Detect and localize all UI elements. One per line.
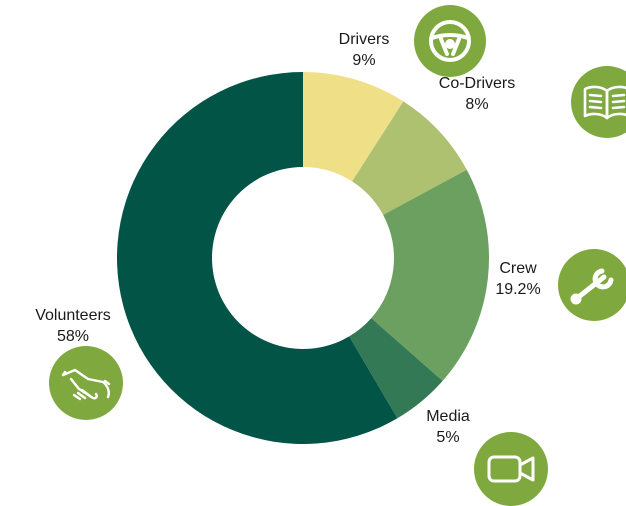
label-drivers-value: 9% <box>352 52 376 69</box>
wrench-icon <box>558 249 626 321</box>
slice-media <box>349 318 443 419</box>
label-media-name: Media <box>426 408 470 425</box>
label-volunteers: Volunteers 58% <box>35 305 111 347</box>
slice-co-drivers <box>352 101 467 215</box>
steering-wheel-icon <box>414 5 486 77</box>
book-icon <box>571 66 626 138</box>
slice-drivers <box>303 72 404 182</box>
donut-slices <box>116 72 489 445</box>
slice-crew <box>371 169 489 381</box>
label-co-drivers-value: 8% <box>465 96 489 113</box>
label-media: Media 5% <box>426 406 470 448</box>
label-drivers-name: Drivers <box>338 31 390 48</box>
label-crew-name: Crew <box>499 260 537 277</box>
label-volunteers-value: 58% <box>56 328 90 345</box>
label-crew: Crew 19.2% <box>495 258 540 300</box>
label-media-value: 5% <box>436 429 460 446</box>
handshake-icon <box>49 346 123 420</box>
label-volunteers-name: Volunteers <box>35 307 111 324</box>
slice-volunteers <box>116 72 398 445</box>
video-camera-icon <box>474 432 548 506</box>
label-crew-value: 19.2% <box>495 281 541 298</box>
label-drivers: Drivers 9% <box>339 29 390 71</box>
label-co-drivers-name: Co-Drivers <box>438 75 516 92</box>
label-co-drivers: Co-Drivers 8% <box>439 73 515 115</box>
